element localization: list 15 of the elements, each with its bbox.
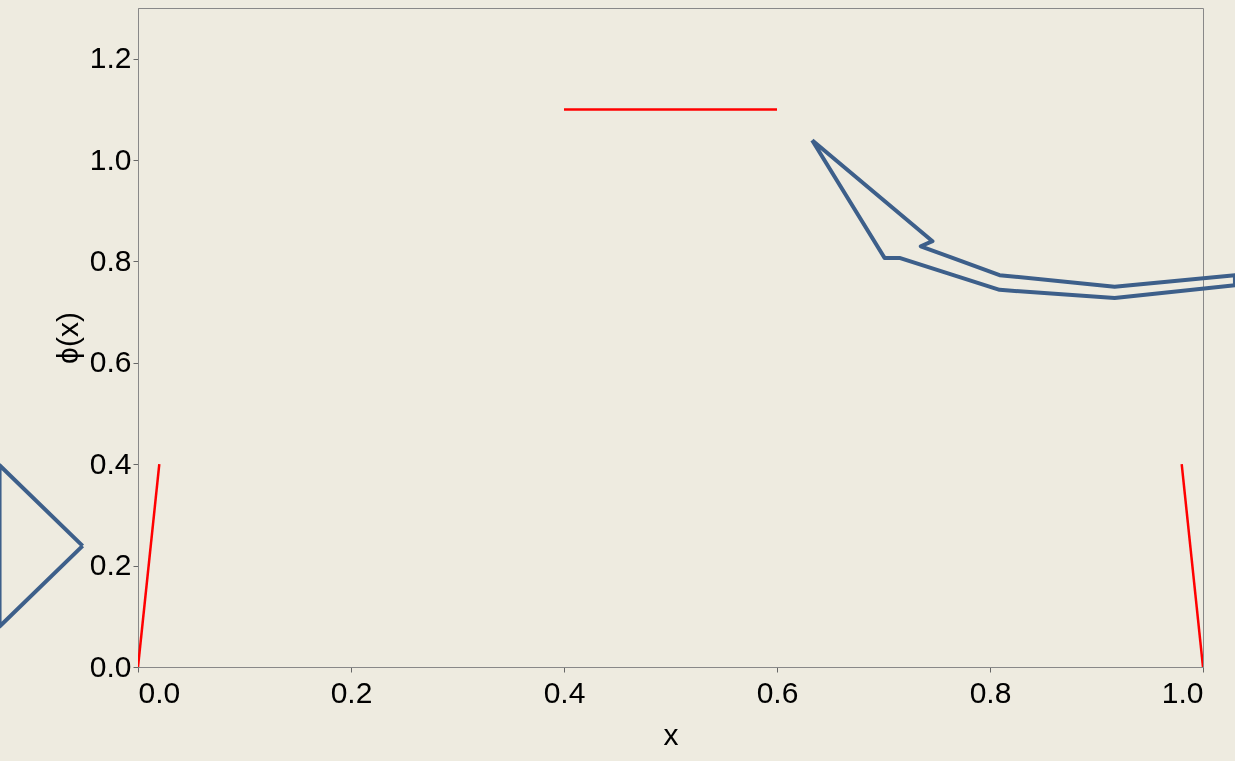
x-tick-label: 0.2 xyxy=(330,675,373,709)
y-axis-title: ϕ(x) xyxy=(50,312,84,364)
x-tick-label: 0.6 xyxy=(756,675,799,709)
y-tick-label: 0.8 xyxy=(89,243,132,277)
y-tick-label: 0.6 xyxy=(89,345,132,379)
y-tick-label: 0.0 xyxy=(89,649,132,683)
y-tick-label: 0.2 xyxy=(89,548,132,582)
y-tick-label: 1.2 xyxy=(89,41,132,75)
x-tick-label: 0.0 xyxy=(138,675,181,709)
y-tick-label: 1.0 xyxy=(89,142,132,176)
y-tick-label: 0.4 xyxy=(89,446,132,480)
x-tick-label: 0.4 xyxy=(543,675,586,709)
x-axis-title: x xyxy=(663,717,679,751)
x-tick-label: 1.0 xyxy=(1161,675,1204,709)
x-tick-label: 0.8 xyxy=(969,675,1012,709)
